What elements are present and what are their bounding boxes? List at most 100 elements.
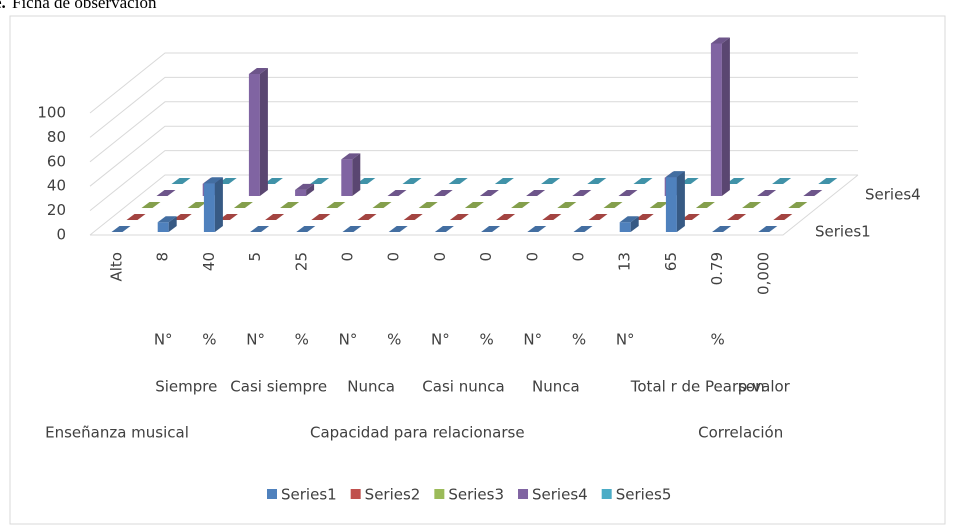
bar-top [387,190,407,196]
bar [418,202,438,209]
category-group-label: Total [630,378,666,396]
bar-top [464,202,484,208]
bar [634,214,654,221]
category-group-label: % [572,331,586,349]
bar [171,178,191,185]
bar-top [634,214,654,220]
bar [326,202,346,209]
bar-top [156,190,176,196]
bar-top [296,226,316,232]
bar [448,178,468,185]
x-tick-label: 0 [385,252,403,262]
bar [557,202,577,209]
x-tick-label: 40 [200,252,218,271]
bar-top [527,226,547,232]
bar [542,214,562,221]
category-group-label: Capacidad para relacionarse [310,424,525,442]
y-tick-label: 60 [47,152,66,170]
bar-front [248,74,260,196]
bar [310,178,330,185]
bar-top [573,226,593,232]
bar-top [342,226,362,232]
bar-top [603,202,623,208]
bar-top [310,178,330,184]
bar-top [619,216,639,223]
bar-top [712,226,732,232]
bar [311,214,331,221]
bar-front [710,43,722,196]
bar [680,214,700,221]
category-group-label: Siempre [155,378,217,396]
bar-side [676,171,685,232]
bar-top [758,226,778,232]
x-tick-label: Alto [108,252,126,282]
bar [572,190,592,197]
bar [772,178,792,185]
bar [141,202,161,209]
bar-top [263,178,283,184]
bar [773,214,793,221]
grid-line [89,150,858,211]
bar-top [418,202,438,208]
bar-front [157,222,169,232]
bar [695,202,715,209]
bar [250,226,270,233]
bar [280,202,300,209]
x-tick-label: 13 [616,252,634,271]
bar-top [479,190,499,196]
bar-top [818,178,838,184]
bar [727,214,747,221]
bar-top [141,202,161,208]
bar [156,190,176,197]
bar-top [280,202,300,208]
y-tick-label: 80 [47,128,66,146]
category-group-label: N° [339,331,358,349]
category-group-label: % [202,331,216,349]
grid-line [89,174,858,236]
category-group-label: % [295,331,309,349]
category-group-label: Nunca [532,378,580,396]
bar [618,190,638,197]
bar-side [214,177,223,232]
bar [725,178,745,185]
bar-top [588,214,608,220]
bar [818,178,838,185]
category-group-label: % [710,331,724,349]
bar-top [372,202,392,208]
x-tick-label: 0 [477,252,495,262]
bar [356,178,376,185]
bar [526,190,546,197]
bar [295,183,315,196]
bar-top [203,177,223,184]
bar [511,202,531,209]
category-group-label: Enseñanza musical [45,424,189,442]
bar [172,214,192,221]
bar-top [803,190,823,196]
bar [387,190,407,197]
bar-top [218,214,238,220]
bar [633,178,653,185]
category-group-label: Nunca [347,378,395,396]
legend-swatch [434,489,445,499]
bar-top [496,214,516,220]
bar-top [757,190,777,196]
bar [527,226,547,233]
bar-top [356,178,376,184]
bar [372,202,392,209]
grid-line [89,52,858,114]
bar-side [352,153,361,196]
bar-top [511,202,531,208]
bar [757,190,777,197]
bar-top [695,202,715,208]
bar-top [233,202,253,208]
category-group-label: Casi siempre [230,378,327,396]
bar-top [250,226,270,232]
bar-top [649,202,669,208]
bar-top [526,190,546,196]
bar [758,226,778,233]
bar [803,190,823,197]
bar-top [665,171,685,178]
bar-top [572,190,592,196]
grid-line [89,101,858,163]
bar-top [710,37,730,44]
